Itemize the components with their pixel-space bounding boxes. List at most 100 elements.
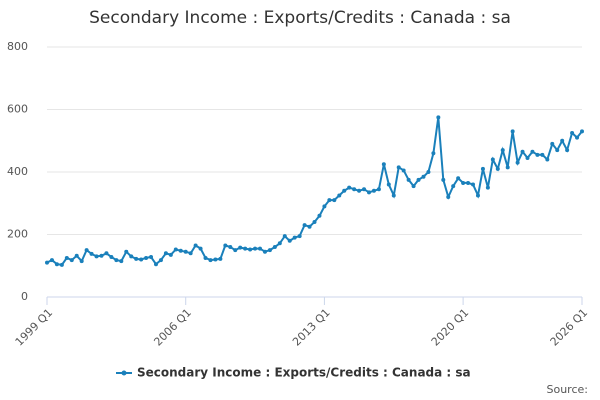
point xyxy=(302,223,307,228)
legend-label: Secondary Income : Exports/Credits : Can… xyxy=(137,366,471,380)
point xyxy=(461,180,466,185)
point xyxy=(282,234,287,239)
point xyxy=(178,248,183,253)
point xyxy=(391,193,396,198)
point xyxy=(431,151,436,156)
point xyxy=(396,165,401,170)
point xyxy=(411,184,416,189)
point xyxy=(347,185,352,190)
point xyxy=(94,254,99,259)
point xyxy=(342,188,347,193)
point xyxy=(292,235,297,240)
point xyxy=(144,255,149,260)
point xyxy=(426,170,431,174)
series-line xyxy=(46,117,583,266)
point xyxy=(490,157,495,162)
point xyxy=(287,238,292,243)
point xyxy=(332,198,337,203)
point xyxy=(248,247,253,252)
point xyxy=(317,213,322,218)
point xyxy=(124,249,129,254)
point xyxy=(258,246,263,251)
point xyxy=(366,190,371,195)
point xyxy=(416,177,421,182)
point xyxy=(520,149,525,154)
point xyxy=(352,187,357,192)
legend-marker xyxy=(121,370,127,376)
point xyxy=(173,247,178,252)
point xyxy=(406,177,411,182)
point xyxy=(193,243,198,248)
point xyxy=(480,166,485,171)
point xyxy=(267,248,272,253)
point xyxy=(119,259,124,264)
point xyxy=(114,258,119,263)
point xyxy=(223,243,228,248)
point xyxy=(198,246,203,251)
point xyxy=(243,246,248,251)
point xyxy=(535,152,540,157)
point xyxy=(163,251,168,256)
x-tick-label: 2020 Q1 xyxy=(429,306,472,349)
y-tick-label: 400 xyxy=(7,165,28,178)
point xyxy=(213,257,218,262)
point xyxy=(485,185,490,190)
point xyxy=(322,204,327,209)
point xyxy=(510,129,515,134)
point xyxy=(54,262,59,267)
source-note: Source: xyxy=(547,383,589,396)
point xyxy=(253,246,258,251)
point xyxy=(129,254,134,259)
point xyxy=(337,193,342,198)
point xyxy=(466,180,471,185)
point xyxy=(149,255,154,259)
point xyxy=(381,162,386,167)
x-tick-label: 2006 Q1 xyxy=(151,306,194,349)
point xyxy=(109,255,114,259)
point xyxy=(89,251,94,256)
point xyxy=(436,115,441,120)
point xyxy=(297,234,302,239)
point xyxy=(545,157,550,162)
point xyxy=(312,220,317,224)
point xyxy=(168,252,173,257)
point xyxy=(228,245,233,249)
point xyxy=(446,195,451,199)
chart-title: Secondary Income : Exports/Credits : Can… xyxy=(89,8,511,28)
point xyxy=(188,251,193,256)
point xyxy=(307,224,312,229)
point xyxy=(371,188,376,193)
point xyxy=(575,135,580,140)
point xyxy=(74,253,79,258)
point xyxy=(357,188,362,193)
point xyxy=(550,141,555,146)
y-tick-label: 800 xyxy=(7,40,28,53)
point xyxy=(376,187,381,192)
point xyxy=(238,245,243,250)
point xyxy=(441,177,446,182)
point xyxy=(272,245,277,249)
point xyxy=(525,155,530,160)
point xyxy=(327,198,332,203)
point xyxy=(471,182,476,187)
point xyxy=(203,255,208,260)
point xyxy=(515,160,520,165)
point xyxy=(183,249,188,254)
point xyxy=(451,184,456,189)
point xyxy=(555,148,560,153)
point xyxy=(495,166,500,171)
point xyxy=(84,248,89,253)
x-tick-label: 2026 Q1 xyxy=(548,306,591,349)
y-tick-label: 0 xyxy=(21,290,28,303)
point xyxy=(233,248,238,253)
point xyxy=(153,262,158,267)
point xyxy=(218,256,223,261)
point xyxy=(560,138,565,143)
point xyxy=(158,258,163,263)
point xyxy=(570,130,575,135)
point xyxy=(79,259,84,264)
point xyxy=(540,152,545,157)
point xyxy=(139,257,144,262)
point xyxy=(49,258,54,263)
point xyxy=(64,255,69,260)
